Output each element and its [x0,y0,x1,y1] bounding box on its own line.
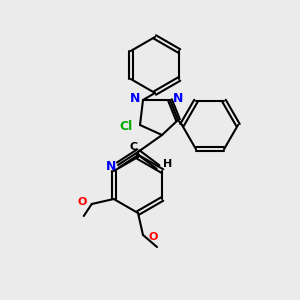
Text: C: C [130,142,138,152]
Text: H: H [164,159,172,169]
Text: N: N [130,92,140,104]
Text: N: N [106,160,116,173]
Text: Cl: Cl [119,121,133,134]
Text: O: O [77,197,86,207]
Text: N: N [173,92,183,104]
Text: O: O [148,232,158,242]
